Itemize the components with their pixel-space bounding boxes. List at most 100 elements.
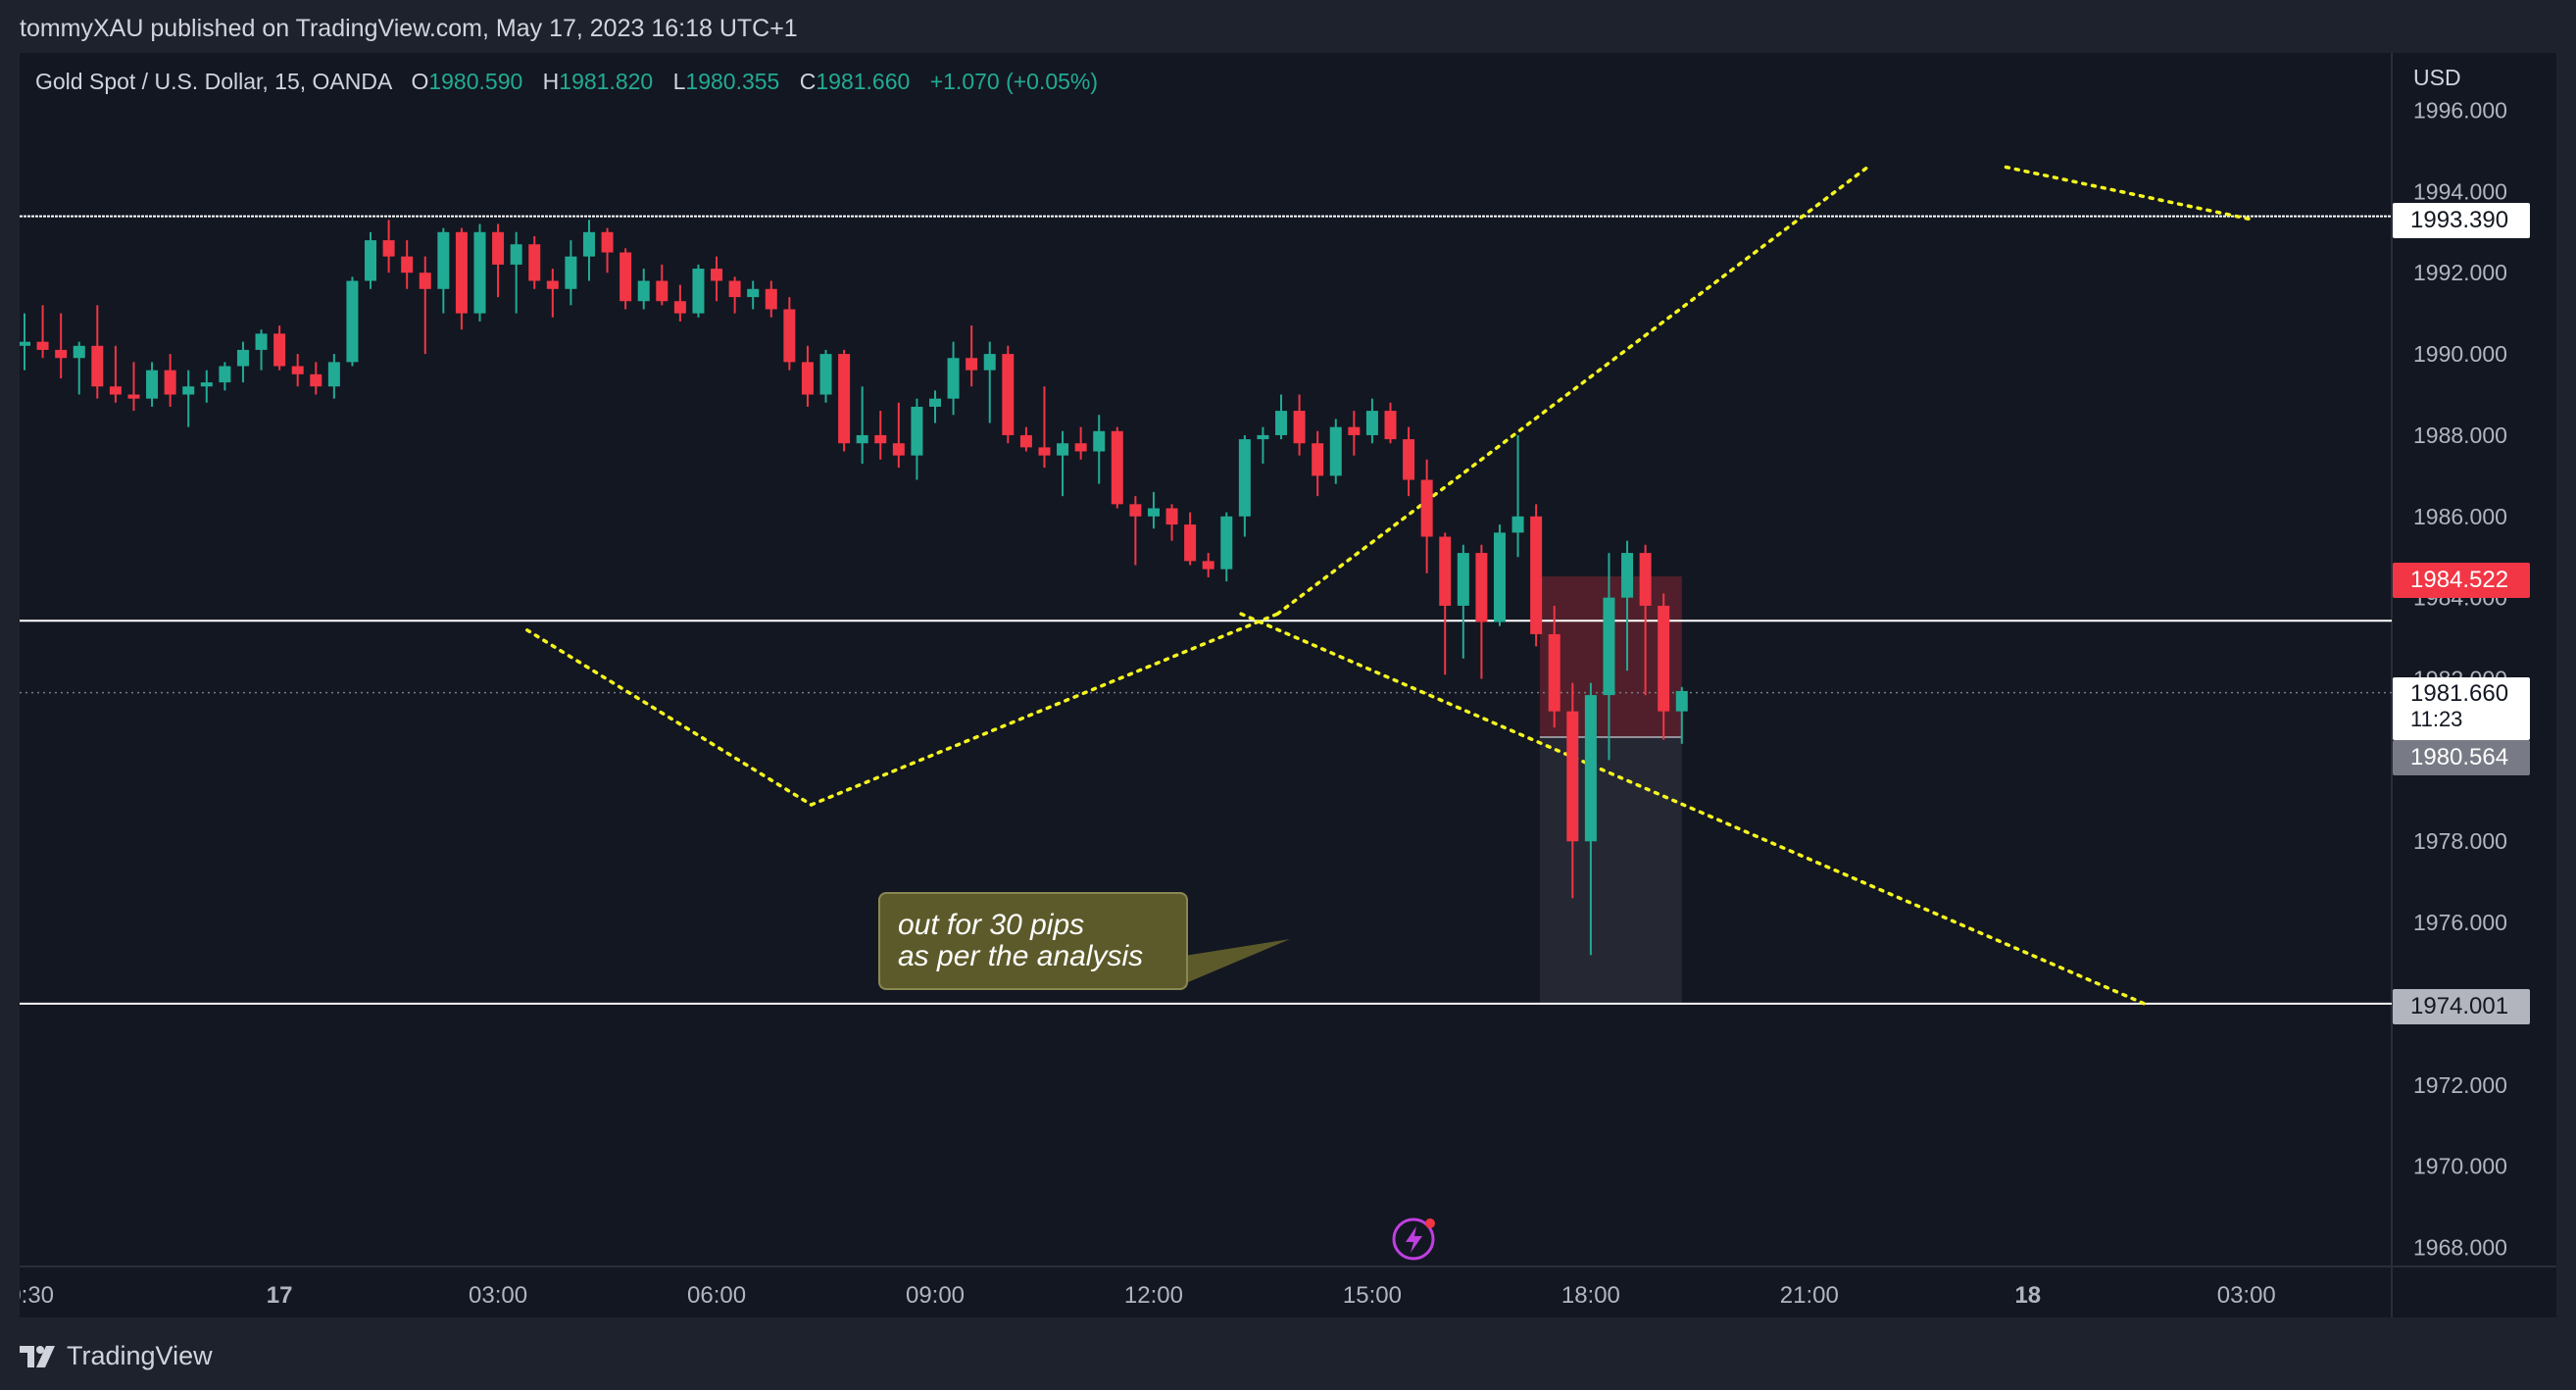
- candle-body: [1312, 443, 1324, 476]
- candle-body: [291, 366, 304, 374]
- candle-body: [255, 333, 268, 350]
- candle-body: [1348, 426, 1361, 435]
- resistance-price-tag: 1993.390: [2393, 203, 2530, 238]
- candle-body: [1530, 516, 1543, 634]
- candle-body: [182, 386, 195, 395]
- candle-body: [1493, 532, 1506, 622]
- tradingview-logo-icon: [20, 1345, 55, 1367]
- x-tick-label: 18: [2014, 1282, 2041, 1309]
- candle-body: [692, 269, 705, 314]
- candle-body: [801, 362, 814, 395]
- trendline: [2004, 165, 2255, 223]
- candle-body: [1257, 434, 1269, 440]
- candle-body: [109, 386, 122, 395]
- entry-price-tag: 1980.564: [2393, 740, 2530, 775]
- candle-body: [1220, 516, 1233, 570]
- x-tick-label: 18:00: [1561, 1282, 1620, 1309]
- candle-body: [1202, 561, 1214, 570]
- lightning-event-icon: [1392, 1217, 1435, 1261]
- candle-body: [1639, 553, 1652, 606]
- annotation-callout[interactable]: out for 30 pips as per the analysis: [878, 892, 1188, 990]
- candle-body: [929, 398, 941, 407]
- candle-body: [510, 244, 522, 265]
- candle-body: [327, 362, 340, 387]
- symbol-legend: Gold Spot / U.S. Dollar, 15, OANDA O1980…: [35, 69, 1098, 95]
- x-tick-label: 15:00: [1343, 1282, 1402, 1309]
- candle-body: [492, 231, 505, 265]
- close-value: 1981.660: [816, 69, 911, 94]
- candle-body: [419, 273, 431, 289]
- candle-body: [310, 373, 322, 387]
- y-tick-label: 1976.000: [2413, 910, 2507, 935]
- candle-body: [874, 434, 887, 444]
- last-price-value: 1981.660: [2410, 680, 2509, 707]
- tradingview-logo[interactable]: TradingView: [20, 1341, 213, 1371]
- candle-body: [528, 244, 541, 281]
- candle-body: [1147, 508, 1160, 517]
- candle-body: [382, 240, 395, 257]
- candle-body: [966, 358, 978, 371]
- candle-body: [892, 443, 905, 456]
- candle-body: [819, 354, 832, 395]
- x-tick-label: 03:00: [2217, 1282, 2276, 1309]
- candle-body: [728, 280, 741, 298]
- candle-body: [783, 309, 796, 363]
- candle-body: [582, 231, 595, 257]
- candle-body: [1603, 597, 1615, 696]
- callout-pointer: [1178, 939, 1290, 982]
- candle-body: [983, 354, 996, 371]
- x-tick-label: 03:00: [469, 1282, 527, 1309]
- chart-area[interactable]: 1968.0001970.0001972.0001974.0001976.000…: [20, 53, 2556, 1317]
- y-tick-label: 1986.000: [2413, 504, 2507, 529]
- candlestick-chart[interactable]: 1968.0001970.0001972.0001974.0001976.000…: [20, 53, 2556, 1317]
- y-tick-label: 1992.000: [2413, 260, 2507, 285]
- candle-body: [838, 354, 851, 444]
- x-tick-label: 09:00: [906, 1282, 965, 1309]
- footer: [0, 1318, 2576, 1390]
- candle-body: [1511, 516, 1524, 533]
- trendline: [809, 612, 1280, 807]
- stop-price-tag: 1984.522: [2393, 563, 2530, 598]
- candle-body: [437, 231, 450, 289]
- candle-body: [1675, 690, 1688, 712]
- x-tick-label: 20:30: [20, 1282, 54, 1309]
- lightning-event-icon: [1406, 1226, 1422, 1253]
- candle-body: [219, 366, 231, 383]
- candle-body: [856, 434, 868, 444]
- candle-body: [365, 240, 377, 281]
- candle-body: [127, 394, 140, 399]
- candle-body: [673, 301, 686, 314]
- y-tick-label: 1990.000: [2413, 341, 2507, 367]
- candle-body: [1457, 553, 1469, 606]
- trendline: [1239, 612, 2147, 1006]
- candle-body: [1093, 430, 1106, 452]
- y-tick-label: 1994.000: [2413, 178, 2507, 204]
- candle-body: [1165, 508, 1178, 525]
- candle-body: [1038, 447, 1051, 456]
- candle-body: [1293, 411, 1306, 444]
- notification-dot: [1425, 1218, 1435, 1228]
- candle-body: [1275, 411, 1288, 435]
- candle-body: [20, 341, 30, 346]
- candle-body: [1658, 605, 1670, 712]
- candle-body: [1475, 553, 1488, 622]
- candle-body: [473, 231, 486, 314]
- candle-body: [747, 288, 760, 298]
- close-label: C: [799, 69, 817, 94]
- y-tick-label: 1988.000: [2413, 422, 2507, 448]
- candle-body: [1111, 430, 1123, 505]
- target-price-tag: 1974.001: [2393, 989, 2530, 1024]
- high-label: H: [542, 69, 560, 94]
- candle-body: [765, 288, 777, 310]
- candle-body: [1019, 434, 1032, 448]
- y-tick-label: 1970.000: [2413, 1154, 2507, 1179]
- x-tick-label: 17: [267, 1282, 293, 1309]
- y-tick-label: 1972.000: [2413, 1072, 2507, 1098]
- candle-body: [947, 358, 960, 399]
- currency-label: USD: [2413, 65, 2461, 90]
- candle-body: [637, 280, 650, 302]
- candle-body: [55, 349, 68, 359]
- candle-body: [200, 382, 213, 387]
- candle-body: [1420, 479, 1433, 537]
- publish-info: tommyXAU published on TradingView.com, M…: [20, 15, 798, 42]
